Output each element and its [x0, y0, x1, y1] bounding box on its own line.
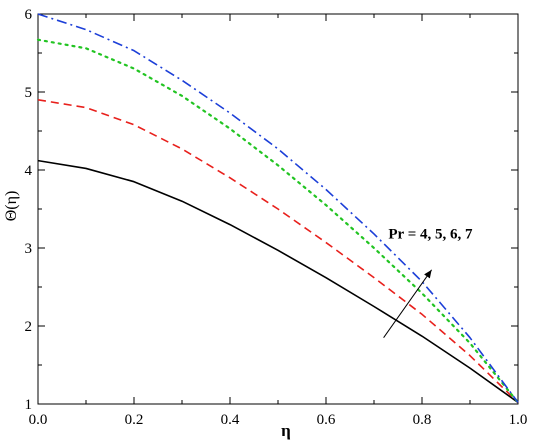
- x-tick-label: 0.2: [125, 412, 144, 428]
- annotation-group: Pr = 4, 5, 6, 7: [383, 227, 473, 338]
- annotation-arrowhead: [424, 269, 432, 279]
- x-tick-label: 0.6: [317, 412, 336, 428]
- x-axis-label: η: [281, 421, 291, 440]
- x-tick-label: 0.8: [413, 412, 432, 428]
- tick-group: 0.0 0.2 0.4 0.6 0.8 1.0 1 2 3 4 5 6: [25, 7, 528, 428]
- annotation-arrow: [383, 269, 433, 338]
- series-line-3: [36, 38, 520, 404]
- y-axis-label: Θ(η): [3, 191, 20, 222]
- series-line-2: [37, 99, 519, 404]
- series-line-4: [37, 13, 519, 403]
- y-tick-label: 2: [25, 319, 33, 335]
- x-tick-label: 0.4: [221, 412, 240, 428]
- x-tick-label: 1.0: [509, 412, 528, 428]
- y-tick-label: 3: [25, 241, 33, 257]
- x-tick-label: 0.0: [29, 412, 48, 428]
- annotation-label: Pr = 4, 5, 6, 7: [388, 227, 473, 243]
- y-tick-label: 4: [25, 163, 33, 179]
- series-line-1: [37, 159, 519, 404]
- y-tick-label: 5: [25, 85, 33, 101]
- y-tick-label: 6: [25, 7, 33, 23]
- series-group: [36, 13, 520, 404]
- y-tick-label: 1: [25, 397, 33, 413]
